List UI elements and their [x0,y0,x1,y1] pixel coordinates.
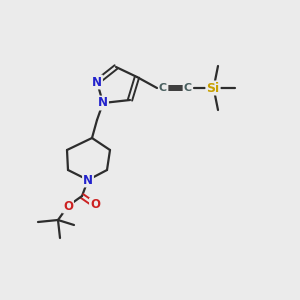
Text: C: C [159,83,167,93]
Text: N: N [98,97,108,110]
Text: N: N [92,76,102,88]
Text: Si: Si [206,82,220,94]
Text: N: N [83,173,93,187]
Text: O: O [63,200,73,212]
Text: O: O [90,199,100,212]
Text: C: C [184,83,192,93]
